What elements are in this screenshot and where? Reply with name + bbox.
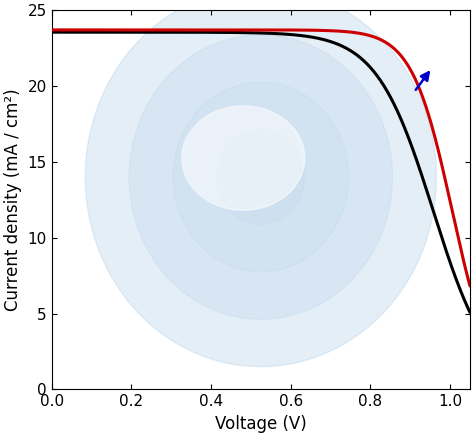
Ellipse shape	[129, 35, 392, 319]
Ellipse shape	[182, 106, 305, 210]
X-axis label: Voltage (V): Voltage (V)	[215, 415, 307, 433]
Ellipse shape	[85, 0, 437, 367]
Ellipse shape	[217, 130, 305, 225]
Ellipse shape	[173, 82, 348, 272]
Y-axis label: Current density (mA / cm²): Current density (mA / cm²)	[4, 88, 22, 311]
